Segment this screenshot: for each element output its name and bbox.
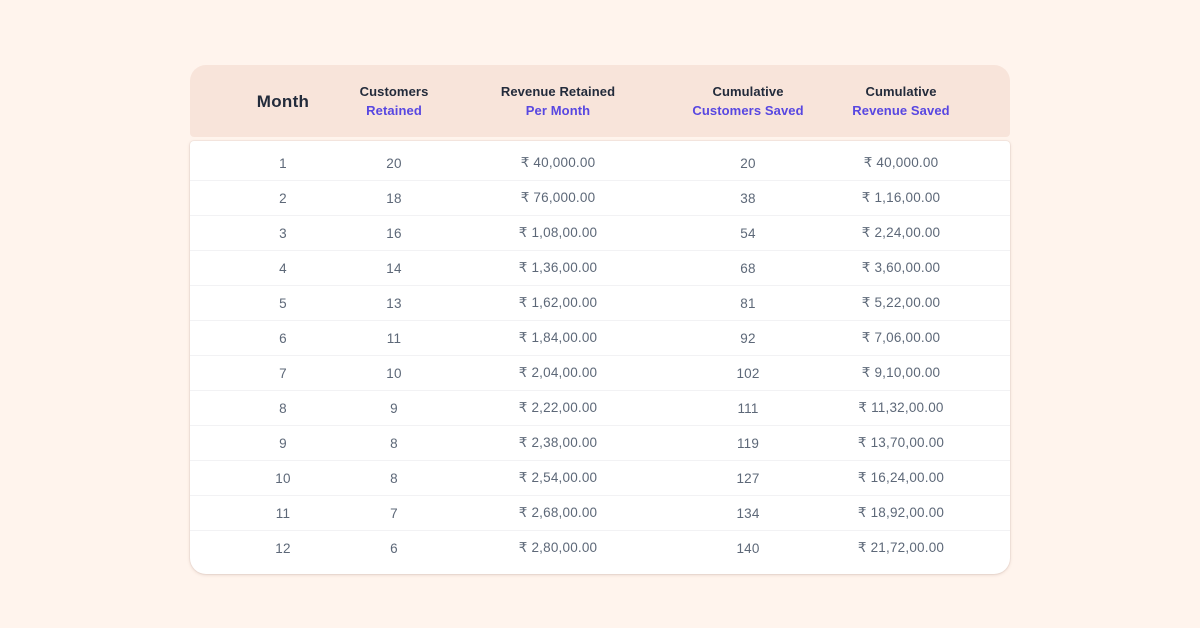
- table-row: 1 20 ₹ 40,000.00 20 ₹ 40,000.00: [190, 146, 1010, 180]
- column-header-label: Cumulative: [865, 82, 936, 101]
- cell-month: 6: [190, 331, 376, 346]
- cell-customers-retained: 7: [376, 506, 412, 521]
- table-row: 5 13 ₹ 1,62,00.00 81 ₹ 5,22,00.00: [190, 285, 1010, 320]
- cell-customers-retained: 13: [376, 296, 412, 311]
- cell-cumulative-revenue: ₹ 9,10,00.00: [792, 365, 1010, 381]
- table-row: 2 18 ₹ 76,000.00 38 ₹ 1,16,00.00: [190, 180, 1010, 215]
- column-header-cumulative-customers: Cumulative Customers Saved: [704, 82, 792, 120]
- cell-revenue-retained: ₹ 2,22,00.00: [412, 400, 704, 416]
- table-body: 1 20 ₹ 40,000.00 20 ₹ 40,000.00 2 18 ₹ 7…: [190, 141, 1010, 574]
- cell-month: 2: [190, 191, 376, 206]
- cell-customers-retained: 10: [376, 366, 412, 381]
- cell-cumulative-revenue: ₹ 1,16,00.00: [792, 190, 1010, 206]
- cell-customers-retained: 20: [376, 156, 412, 171]
- column-header-label: Month: [257, 92, 309, 111]
- cell-customers-retained: 16: [376, 226, 412, 241]
- cell-revenue-retained: ₹ 1,36,00.00: [412, 260, 704, 276]
- cell-cumulative-revenue: ₹ 2,24,00.00: [792, 225, 1010, 241]
- cell-customers-retained: 6: [376, 541, 412, 556]
- cell-cumulative-revenue: ₹ 16,24,00.00: [792, 470, 1010, 486]
- column-header-label: Cumulative: [712, 82, 783, 101]
- cell-cumulative-customers: 38: [704, 191, 792, 206]
- cell-customers-retained: 8: [376, 471, 412, 486]
- cell-revenue-retained: ₹ 1,84,00.00: [412, 330, 704, 346]
- cell-month: 11: [190, 506, 376, 521]
- table-row: 7 10 ₹ 2,04,00.00 102 ₹ 9,10,00.00: [190, 355, 1010, 390]
- cell-cumulative-revenue: ₹ 7,06,00.00: [792, 330, 1010, 346]
- column-header-month: Month: [190, 92, 376, 111]
- cell-month: 5: [190, 296, 376, 311]
- cell-cumulative-customers: 119: [704, 436, 792, 451]
- table-row: 11 7 ₹ 2,68,00.00 134 ₹ 18,92,00.00: [190, 495, 1010, 530]
- table-row: 10 8 ₹ 2,54,00.00 127 ₹ 16,24,00.00: [190, 460, 1010, 495]
- cell-revenue-retained: ₹ 40,000.00: [412, 155, 704, 171]
- column-header-sublabel: Per Month: [526, 101, 590, 120]
- cell-cumulative-revenue: ₹ 40,000.00: [792, 155, 1010, 171]
- cell-customers-retained: 18: [376, 191, 412, 206]
- cell-customers-retained: 9: [376, 401, 412, 416]
- table-row: 9 8 ₹ 2,38,00.00 119 ₹ 13,70,00.00: [190, 425, 1010, 460]
- cell-revenue-retained: ₹ 2,04,00.00: [412, 365, 704, 381]
- cell-cumulative-revenue: ₹ 11,32,00.00: [792, 400, 1010, 416]
- cell-cumulative-customers: 102: [704, 366, 792, 381]
- table-header-row: Month Customers Retained Revenue Retaine…: [190, 65, 1010, 137]
- column-header-customers-retained: Customers Retained: [376, 82, 412, 120]
- cell-month: 4: [190, 261, 376, 276]
- table-row: 4 14 ₹ 1,36,00.00 68 ₹ 3,60,00.00: [190, 250, 1010, 285]
- cell-cumulative-revenue: ₹ 18,92,00.00: [792, 505, 1010, 521]
- cell-month: 1: [190, 156, 376, 171]
- cell-cumulative-revenue: ₹ 3,60,00.00: [792, 260, 1010, 276]
- table-row: 6 11 ₹ 1,84,00.00 92 ₹ 7,06,00.00: [190, 320, 1010, 355]
- cell-revenue-retained: ₹ 2,38,00.00: [412, 435, 704, 451]
- cell-cumulative-customers: 92: [704, 331, 792, 346]
- cell-cumulative-customers: 127: [704, 471, 792, 486]
- cell-cumulative-customers: 111: [704, 401, 792, 416]
- cell-revenue-retained: ₹ 2,68,00.00: [412, 505, 704, 521]
- cell-month: 7: [190, 366, 376, 381]
- cell-month: 10: [190, 471, 376, 486]
- cell-cumulative-customers: 68: [704, 261, 792, 276]
- cell-cumulative-revenue: ₹ 13,70,00.00: [792, 435, 1010, 451]
- cell-customers-retained: 14: [376, 261, 412, 276]
- column-header-label: Revenue Retained: [501, 82, 615, 101]
- cell-cumulative-customers: 140: [704, 541, 792, 556]
- cell-revenue-retained: ₹ 76,000.00: [412, 190, 704, 206]
- table-row: 3 16 ₹ 1,08,00.00 54 ₹ 2,24,00.00: [190, 215, 1010, 250]
- cell-cumulative-customers: 20: [704, 156, 792, 171]
- table-row: 8 9 ₹ 2,22,00.00 111 ₹ 11,32,00.00: [190, 390, 1010, 425]
- cell-customers-retained: 11: [376, 331, 412, 346]
- cell-cumulative-customers: 134: [704, 506, 792, 521]
- column-header-sublabel: Customers Saved: [692, 101, 803, 120]
- cell-revenue-retained: ₹ 1,08,00.00: [412, 225, 704, 241]
- cell-cumulative-customers: 54: [704, 226, 792, 241]
- cell-cumulative-revenue: ₹ 21,72,00.00: [792, 540, 1010, 556]
- column-header-sublabel: Revenue Saved: [852, 101, 949, 120]
- cell-customers-retained: 8: [376, 436, 412, 451]
- cell-cumulative-revenue: ₹ 5,22,00.00: [792, 295, 1010, 311]
- column-header-revenue-retained: Revenue Retained Per Month: [412, 82, 704, 120]
- cell-month: 12: [190, 541, 376, 556]
- cell-month: 8: [190, 401, 376, 416]
- cell-revenue-retained: ₹ 2,54,00.00: [412, 470, 704, 486]
- cell-month: 3: [190, 226, 376, 241]
- cell-cumulative-customers: 81: [704, 296, 792, 311]
- column-header-cumulative-revenue: Cumulative Revenue Saved: [792, 82, 1010, 120]
- cell-month: 9: [190, 436, 376, 451]
- retention-table-card: Month Customers Retained Revenue Retaine…: [190, 65, 1010, 574]
- table-row: 12 6 ₹ 2,80,00.00 140 ₹ 21,72,00.00: [190, 530, 1010, 565]
- cell-revenue-retained: ₹ 1,62,00.00: [412, 295, 704, 311]
- cell-revenue-retained: ₹ 2,80,00.00: [412, 540, 704, 556]
